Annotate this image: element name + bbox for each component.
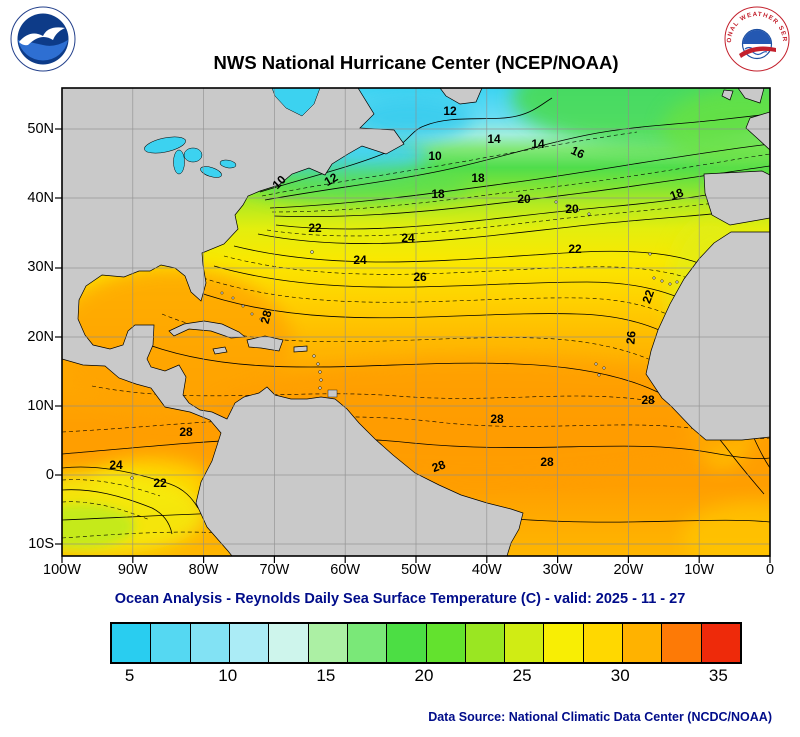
contour-value-label: 18: [471, 171, 485, 185]
contour-value-label: 24: [401, 231, 415, 245]
colorbar-cell: [582, 624, 623, 662]
contour-value-label: 18: [668, 185, 686, 203]
contour-value-label: 26: [413, 270, 427, 284]
colorbar-cell: [622, 624, 662, 662]
colorbar-cell: [661, 624, 701, 662]
lon-tick-label: 40W: [471, 562, 502, 578]
lon-tick-label: 80W: [188, 562, 219, 578]
data-source: Data Source: National Climatic Data Cent…: [428, 710, 772, 724]
landmasses: [62, 88, 770, 556]
lon-tick-label: 20W: [613, 562, 644, 578]
lon-tick-label: 0: [765, 562, 775, 578]
colorbar-tick-label: 30: [610, 666, 630, 685]
axis-ticks: [55, 128, 771, 563]
colorbar-cell: [189, 624, 229, 662]
colorbar-tick-label: 5: [124, 666, 135, 685]
land-americas: [62, 88, 524, 556]
lon-tick-label: 90W: [117, 562, 148, 578]
colorbar-cell: [425, 624, 465, 662]
contour-value-label: 28: [641, 393, 655, 407]
contour-value-label: 28: [490, 412, 504, 426]
colorbar-cell: [543, 624, 583, 662]
contour-value-label: 22: [308, 221, 322, 235]
lon-tick-label: 50W: [401, 562, 431, 578]
contour-value-label: 12: [322, 170, 341, 189]
colorbar-tick-label: 35: [708, 666, 728, 685]
inland-water: [144, 88, 321, 178]
caption: Ocean Analysis - Reynolds Daily Sea Surf…: [114, 591, 686, 607]
contour-value-label: 24: [109, 458, 123, 472]
contour-value-label: 26: [623, 330, 638, 345]
contour-value-label: 28: [540, 455, 554, 469]
contour-value-label: 22: [153, 476, 167, 490]
lat-tick-label: 40N: [27, 190, 54, 207]
contour-value-label: 14: [487, 132, 501, 146]
colorbar-cell: [464, 624, 505, 662]
colorbar-cell: [228, 624, 269, 662]
contour-value-label: 14: [531, 137, 545, 151]
contour-value-label: 16: [569, 143, 587, 161]
lat-tick-label: 10S: [28, 536, 54, 553]
map-frame: [55, 87, 771, 563]
lat-tick-label: 10N: [27, 397, 54, 414]
colorbar-tick-label: 10: [218, 666, 238, 685]
lat-tick-label: 30N: [27, 259, 54, 276]
island-hispaniola: [246, 335, 284, 352]
contour-value-label: 22: [639, 288, 657, 306]
lon-tick-label: 30W: [542, 562, 573, 578]
land-ireland: [721, 89, 734, 101]
contour-value-label: 28: [258, 308, 275, 325]
contour-value-label: 28: [179, 425, 193, 439]
contour-value-label: 18: [431, 187, 445, 201]
colorbar: [110, 622, 742, 664]
land-africa: [645, 231, 770, 441]
contour-value-label: 20: [565, 202, 579, 216]
lat-tick-label: 20N: [27, 328, 54, 345]
lat-tick-label: 50N: [27, 121, 54, 137]
colorbar-cell: [700, 624, 740, 662]
island-puerto-rico: [293, 345, 308, 353]
isotherm-contours: [62, 97, 770, 545]
contour-value-label: 24: [353, 253, 367, 267]
land-greenland: [439, 88, 483, 105]
colorbar-cell: [346, 624, 387, 662]
colorbar-cell: [268, 624, 308, 662]
lon-tick-label: 60W: [330, 562, 361, 578]
contour-value-label: 28: [430, 457, 448, 475]
island-jamaica: [212, 346, 228, 355]
contour-value-label: 12: [443, 104, 457, 118]
colorbar-cell: [112, 624, 151, 662]
colorbar-cell: [150, 624, 190, 662]
lon-tick-label: 100W: [43, 562, 81, 578]
colorbar-cell: [504, 624, 544, 662]
colorbar-cell: [386, 624, 426, 662]
noaa-logo-icon: [10, 6, 76, 72]
nws-logo-icon: NATIONAL WEATHER SERVICE: [721, 1, 790, 72]
lon-tick-label: 10W: [684, 562, 715, 578]
colorbar-tick-label: 25: [512, 666, 532, 685]
land-france: [745, 111, 770, 151]
contour-value-label: 20: [517, 192, 531, 206]
land-uk: [737, 88, 765, 104]
small-islands: [130, 200, 679, 480]
colorbar-cell: [307, 624, 347, 662]
lat-tick-label: 0: [45, 466, 54, 483]
page-title: NWS National Hurricane Center (NCEP/NOAA…: [213, 52, 619, 73]
colorbar-tick-label: 15: [316, 666, 336, 685]
colorbar-tick-label: 20: [414, 666, 434, 685]
contour-value-label: 22: [568, 242, 582, 256]
nws-logo: NATIONAL WEATHER SERVICE: [721, 1, 790, 72]
lon-tick-label: 70W: [259, 562, 290, 578]
contour-value-label: 10: [428, 149, 442, 163]
graticule: [62, 88, 770, 556]
noaa-logo: [10, 6, 76, 72]
